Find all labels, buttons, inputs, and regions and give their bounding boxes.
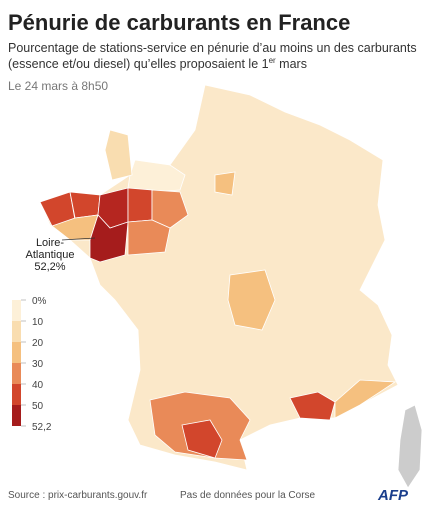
title: Pénurie de carburants en France	[8, 10, 350, 35]
corsica	[397, 404, 423, 489]
region	[334, 379, 397, 419]
region	[227, 269, 276, 331]
legend-swatch	[12, 384, 21, 405]
legend-label: 52,2	[32, 422, 52, 433]
region	[89, 214, 129, 263]
legend-label: 10	[32, 317, 44, 328]
subtitle: Pourcentage de stations-service en pénur…	[8, 41, 417, 55]
region	[127, 219, 171, 256]
subtitle-part: (essence et/ou diesel) qu’elles proposai…	[8, 57, 269, 71]
region	[289, 391, 336, 421]
annotation-value: 52,2%	[34, 261, 65, 273]
region	[104, 129, 133, 181]
logo: AFP	[377, 487, 409, 504]
legend-swatch	[12, 321, 21, 342]
note: Pas de données pour la Corse	[180, 490, 316, 501]
legend-label: 0%	[32, 296, 47, 307]
legend-swatch	[12, 300, 21, 321]
legend: 0% 10 20 30 40 50 52,2	[12, 296, 52, 433]
legend-label: 50	[32, 401, 44, 412]
source: Source : prix-carburants.gouv.fr	[8, 490, 148, 501]
region	[151, 189, 189, 229]
legend-swatch	[12, 363, 21, 384]
region	[181, 419, 223, 459]
subtitle-sup: er	[269, 56, 276, 65]
legend-label: 30	[32, 359, 44, 370]
region	[127, 187, 153, 223]
subtitle-tail: mars	[276, 57, 307, 71]
annotation-label: Loire-	[36, 237, 64, 249]
date: Le 24 mars à 8h50	[8, 79, 108, 93]
legend-swatch	[12, 405, 21, 426]
annotation-label: Atlantique	[26, 249, 75, 261]
region	[214, 171, 236, 196]
legend-label: 40	[32, 380, 44, 391]
france-map	[39, 84, 423, 489]
annotation-leader	[61, 237, 96, 241]
legend-label: 20	[32, 338, 44, 349]
legend-swatch	[12, 342, 21, 363]
region	[69, 191, 101, 219]
subtitle: (essence et/ou diesel) qu’elles proposai…	[8, 56, 307, 71]
